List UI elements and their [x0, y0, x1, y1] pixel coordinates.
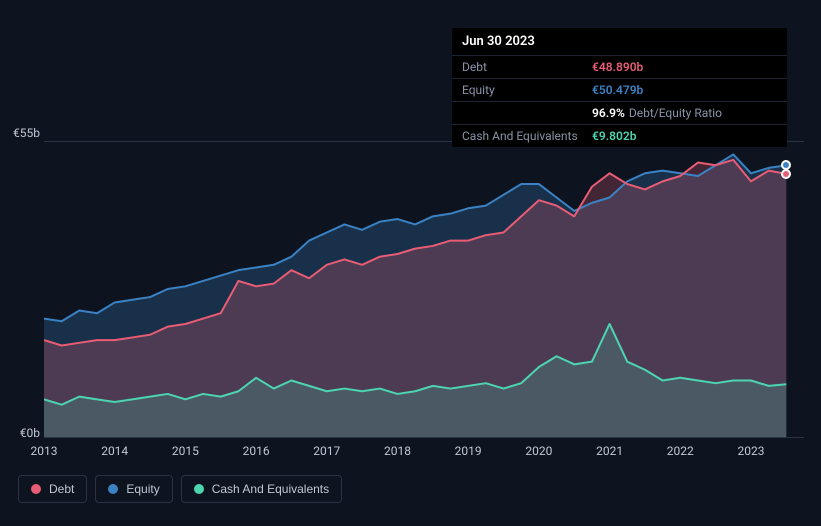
x-axis-tick: 2020 [525, 444, 552, 458]
chart-tooltip: Jun 30 2023 Debt €48.890b Equity €50.479… [452, 28, 787, 147]
legend-label: Debt [49, 482, 74, 496]
x-axis: 2013201420152016201720182019202020212022… [44, 444, 804, 464]
legend-label: Cash And Equivalents [212, 482, 329, 496]
ratio-value: 96.9% [592, 106, 625, 120]
x-axis-tick: 2016 [243, 444, 270, 458]
x-axis-tick: 2021 [596, 444, 623, 458]
x-axis-tick: 2014 [101, 444, 128, 458]
legend-item-cash[interactable]: Cash And Equivalents [181, 475, 342, 503]
x-axis-tick: 2019 [455, 444, 482, 458]
tooltip-row-cash: Cash And Equivalents €9.802b [452, 124, 787, 147]
legend-item-debt[interactable]: Debt [18, 475, 87, 503]
endpoint-marker-debt [781, 169, 791, 179]
financial-chart: €55b €0b 2013201420152016201720182019202… [18, 10, 804, 510]
legend-dot-icon [194, 484, 204, 494]
plot-area[interactable] [44, 141, 804, 437]
endpoint-marker-equity [781, 160, 791, 170]
y-axis-label-max: €55b [8, 126, 40, 140]
gridline [44, 437, 804, 438]
x-axis-tick: 2017 [313, 444, 340, 458]
x-axis-tick: 2022 [667, 444, 694, 458]
tooltip-date: Jun 30 2023 [452, 28, 787, 55]
tooltip-ratio-value: 96.9% Debt/Equity Ratio [592, 106, 722, 120]
tooltip-row-ratio: 96.9% Debt/Equity Ratio [452, 101, 787, 124]
legend-item-equity[interactable]: Equity [95, 475, 172, 503]
y-axis-label-min: €0b [8, 426, 40, 440]
legend-dot-icon [31, 484, 41, 494]
tooltip-label: Debt [462, 60, 592, 74]
legend-dot-icon [108, 484, 118, 494]
tooltip-value: €48.890b [592, 60, 643, 74]
tooltip-label: Cash And Equivalents [462, 129, 592, 143]
x-axis-tick: 2015 [172, 444, 199, 458]
legend: Debt Equity Cash And Equivalents [18, 475, 342, 503]
ratio-suffix: Debt/Equity Ratio [629, 106, 722, 120]
x-axis-tick: 2013 [31, 444, 58, 458]
legend-label: Equity [126, 482, 159, 496]
tooltip-value: €50.479b [592, 83, 643, 97]
tooltip-value: €9.802b [592, 129, 636, 143]
x-axis-tick: 2018 [384, 444, 411, 458]
tooltip-label [462, 106, 592, 120]
tooltip-row-debt: Debt €48.890b [452, 55, 787, 78]
tooltip-label: Equity [462, 83, 592, 97]
tooltip-row-equity: Equity €50.479b [452, 78, 787, 101]
x-axis-tick: 2023 [737, 444, 764, 458]
